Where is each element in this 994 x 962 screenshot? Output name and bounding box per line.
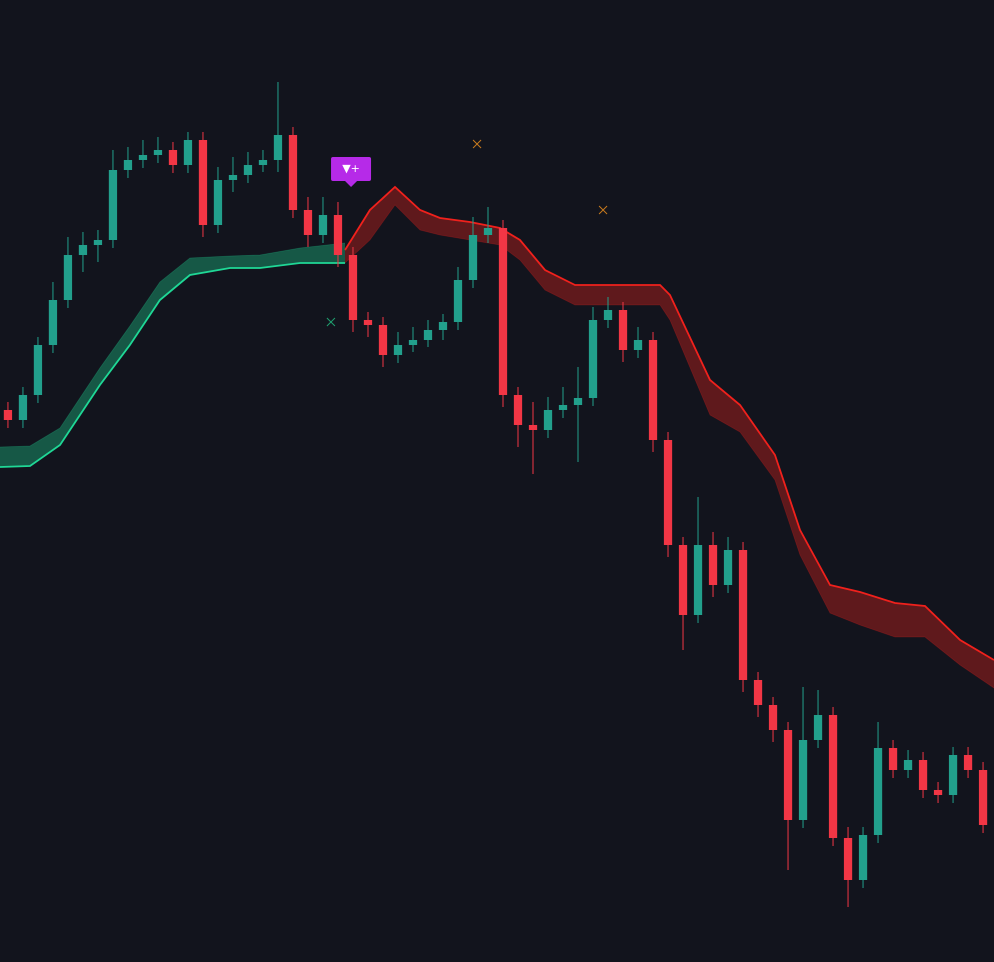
candle-body: [423, 330, 433, 340]
candle-body: [393, 345, 403, 355]
candle-body: [948, 755, 958, 795]
signal-marker: [598, 205, 608, 215]
candle-body: [903, 760, 913, 770]
candle-body: [933, 790, 943, 795]
candle-body: [918, 760, 928, 790]
candle-body: [228, 175, 238, 180]
candle-body: [708, 545, 718, 585]
candle-body: [108, 170, 118, 240]
candle-body: [543, 410, 553, 430]
candle-body: [648, 340, 658, 440]
candle-body: [318, 215, 328, 235]
candle-body: [153, 150, 163, 155]
candle-body: [63, 255, 73, 300]
candle-body: [273, 135, 283, 160]
candle-body: [783, 730, 793, 820]
candle-body: [453, 280, 463, 322]
band-upper: [344, 185, 994, 661]
signal-stroke: [472, 139, 482, 149]
band-upper: [0, 242, 346, 448]
candle-body: [618, 310, 628, 350]
candle-body: [813, 715, 823, 740]
band-fill: [345, 187, 994, 688]
signal-marker: [326, 317, 336, 327]
candle-body: [498, 228, 508, 395]
candle-body: [528, 425, 538, 430]
candle-body: [603, 310, 613, 320]
candle-body: [858, 835, 868, 880]
candle-body: [123, 160, 133, 170]
annotation-text: ▼+: [342, 162, 360, 175]
candle-body: [798, 740, 808, 820]
band-lower: [344, 204, 994, 689]
candle-body: [873, 748, 883, 835]
candle-body: [438, 322, 448, 330]
band-lower: [0, 262, 346, 468]
candle-body: [378, 325, 388, 355]
candle-body: [978, 770, 988, 825]
candle-body: [573, 398, 583, 405]
candle-body: [363, 320, 373, 325]
candle-body: [258, 160, 268, 165]
candle-body: [828, 715, 838, 838]
candle-body: [468, 235, 478, 280]
candle-body: [768, 705, 778, 730]
signal-marker: [472, 139, 482, 149]
candle-body: [303, 210, 313, 235]
candle-body: [93, 240, 103, 245]
annotation-box: [331, 157, 372, 187]
candle-body: [198, 140, 208, 225]
signal-stroke: [598, 205, 608, 215]
candle-body: [678, 545, 688, 615]
candle-body: [663, 440, 673, 545]
candle-body: [753, 680, 763, 705]
candle-body: [333, 215, 343, 255]
candle-body: [513, 395, 523, 425]
candle-body: [78, 245, 88, 255]
candle-body: [963, 755, 973, 770]
candle-body: [3, 410, 13, 420]
candle-body: [693, 545, 703, 615]
candle-body: [18, 395, 28, 420]
band-fill: [0, 243, 346, 467]
candle-body: [33, 345, 43, 395]
candle-body: [168, 150, 178, 165]
candle-body: [288, 135, 298, 210]
signal-stroke: [326, 317, 336, 327]
candle-body: [213, 180, 223, 225]
candle-body: [888, 748, 898, 770]
candle-body: [633, 340, 643, 350]
candle-body: [408, 340, 418, 345]
candle-body: [48, 300, 58, 345]
candle-body: [723, 550, 733, 585]
candle-body: [243, 165, 253, 175]
candle-body: [588, 320, 598, 398]
candle-body: [138, 155, 148, 160]
candle-body: [183, 140, 193, 165]
candle-body: [483, 228, 493, 235]
candle-body: [558, 405, 568, 410]
candle-body: [843, 838, 853, 880]
candle-body: [738, 550, 748, 680]
candle-body: [348, 255, 358, 320]
